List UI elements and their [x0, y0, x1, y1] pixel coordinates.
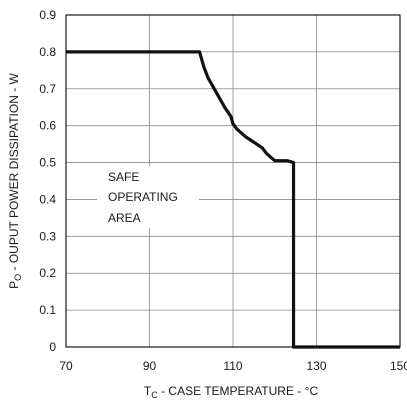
y-tick-label: 0.5: [39, 156, 56, 170]
y-tick-label: 0.7: [39, 82, 56, 96]
y-tick-label: 0.3: [39, 229, 56, 243]
y-tick-label: 0.1: [39, 303, 56, 317]
plot-frame: [65, 14, 401, 348]
safe-operating-area-annotation: SAFE OPERATING AREA: [97, 166, 199, 228]
series-layer: [66, 50, 400, 349]
annotation-backdrop: [97, 166, 199, 228]
power-derating-curve: [66, 50, 400, 349]
annotation-line: OPERATING: [108, 190, 178, 204]
x-tick-label: 70: [59, 359, 73, 373]
x-tick-label: 90: [143, 359, 157, 373]
x-axis-title: TC - CASE TEMPERATURE - °C: [144, 384, 319, 400]
y-tick-label: 0.8: [39, 45, 56, 59]
y-tick-label: 0: [49, 340, 56, 354]
x-tick-labels: 70 90 110 130 150: [59, 359, 407, 373]
y-tick-label: 0.9: [39, 8, 56, 22]
y-tick-label: 0.6: [39, 119, 56, 133]
annotation-line: SAFE: [108, 170, 139, 184]
x-tick-label: 130: [306, 359, 326, 373]
y-tick-labels: 0 0.1 0.2 0.3 0.4 0.5 0.6 0.7 0.8 0.9: [39, 8, 56, 354]
x-tick-label: 110: [223, 359, 242, 373]
y-tick-label: 0.2: [39, 266, 56, 280]
y-tick-label: 0.4: [39, 192, 56, 206]
y-axis-title: PO - OUPUT POWER DISSIPATION - W: [7, 72, 23, 288]
annotation-line: AREA: [108, 211, 141, 225]
x-tick-label: 150: [390, 359, 407, 373]
